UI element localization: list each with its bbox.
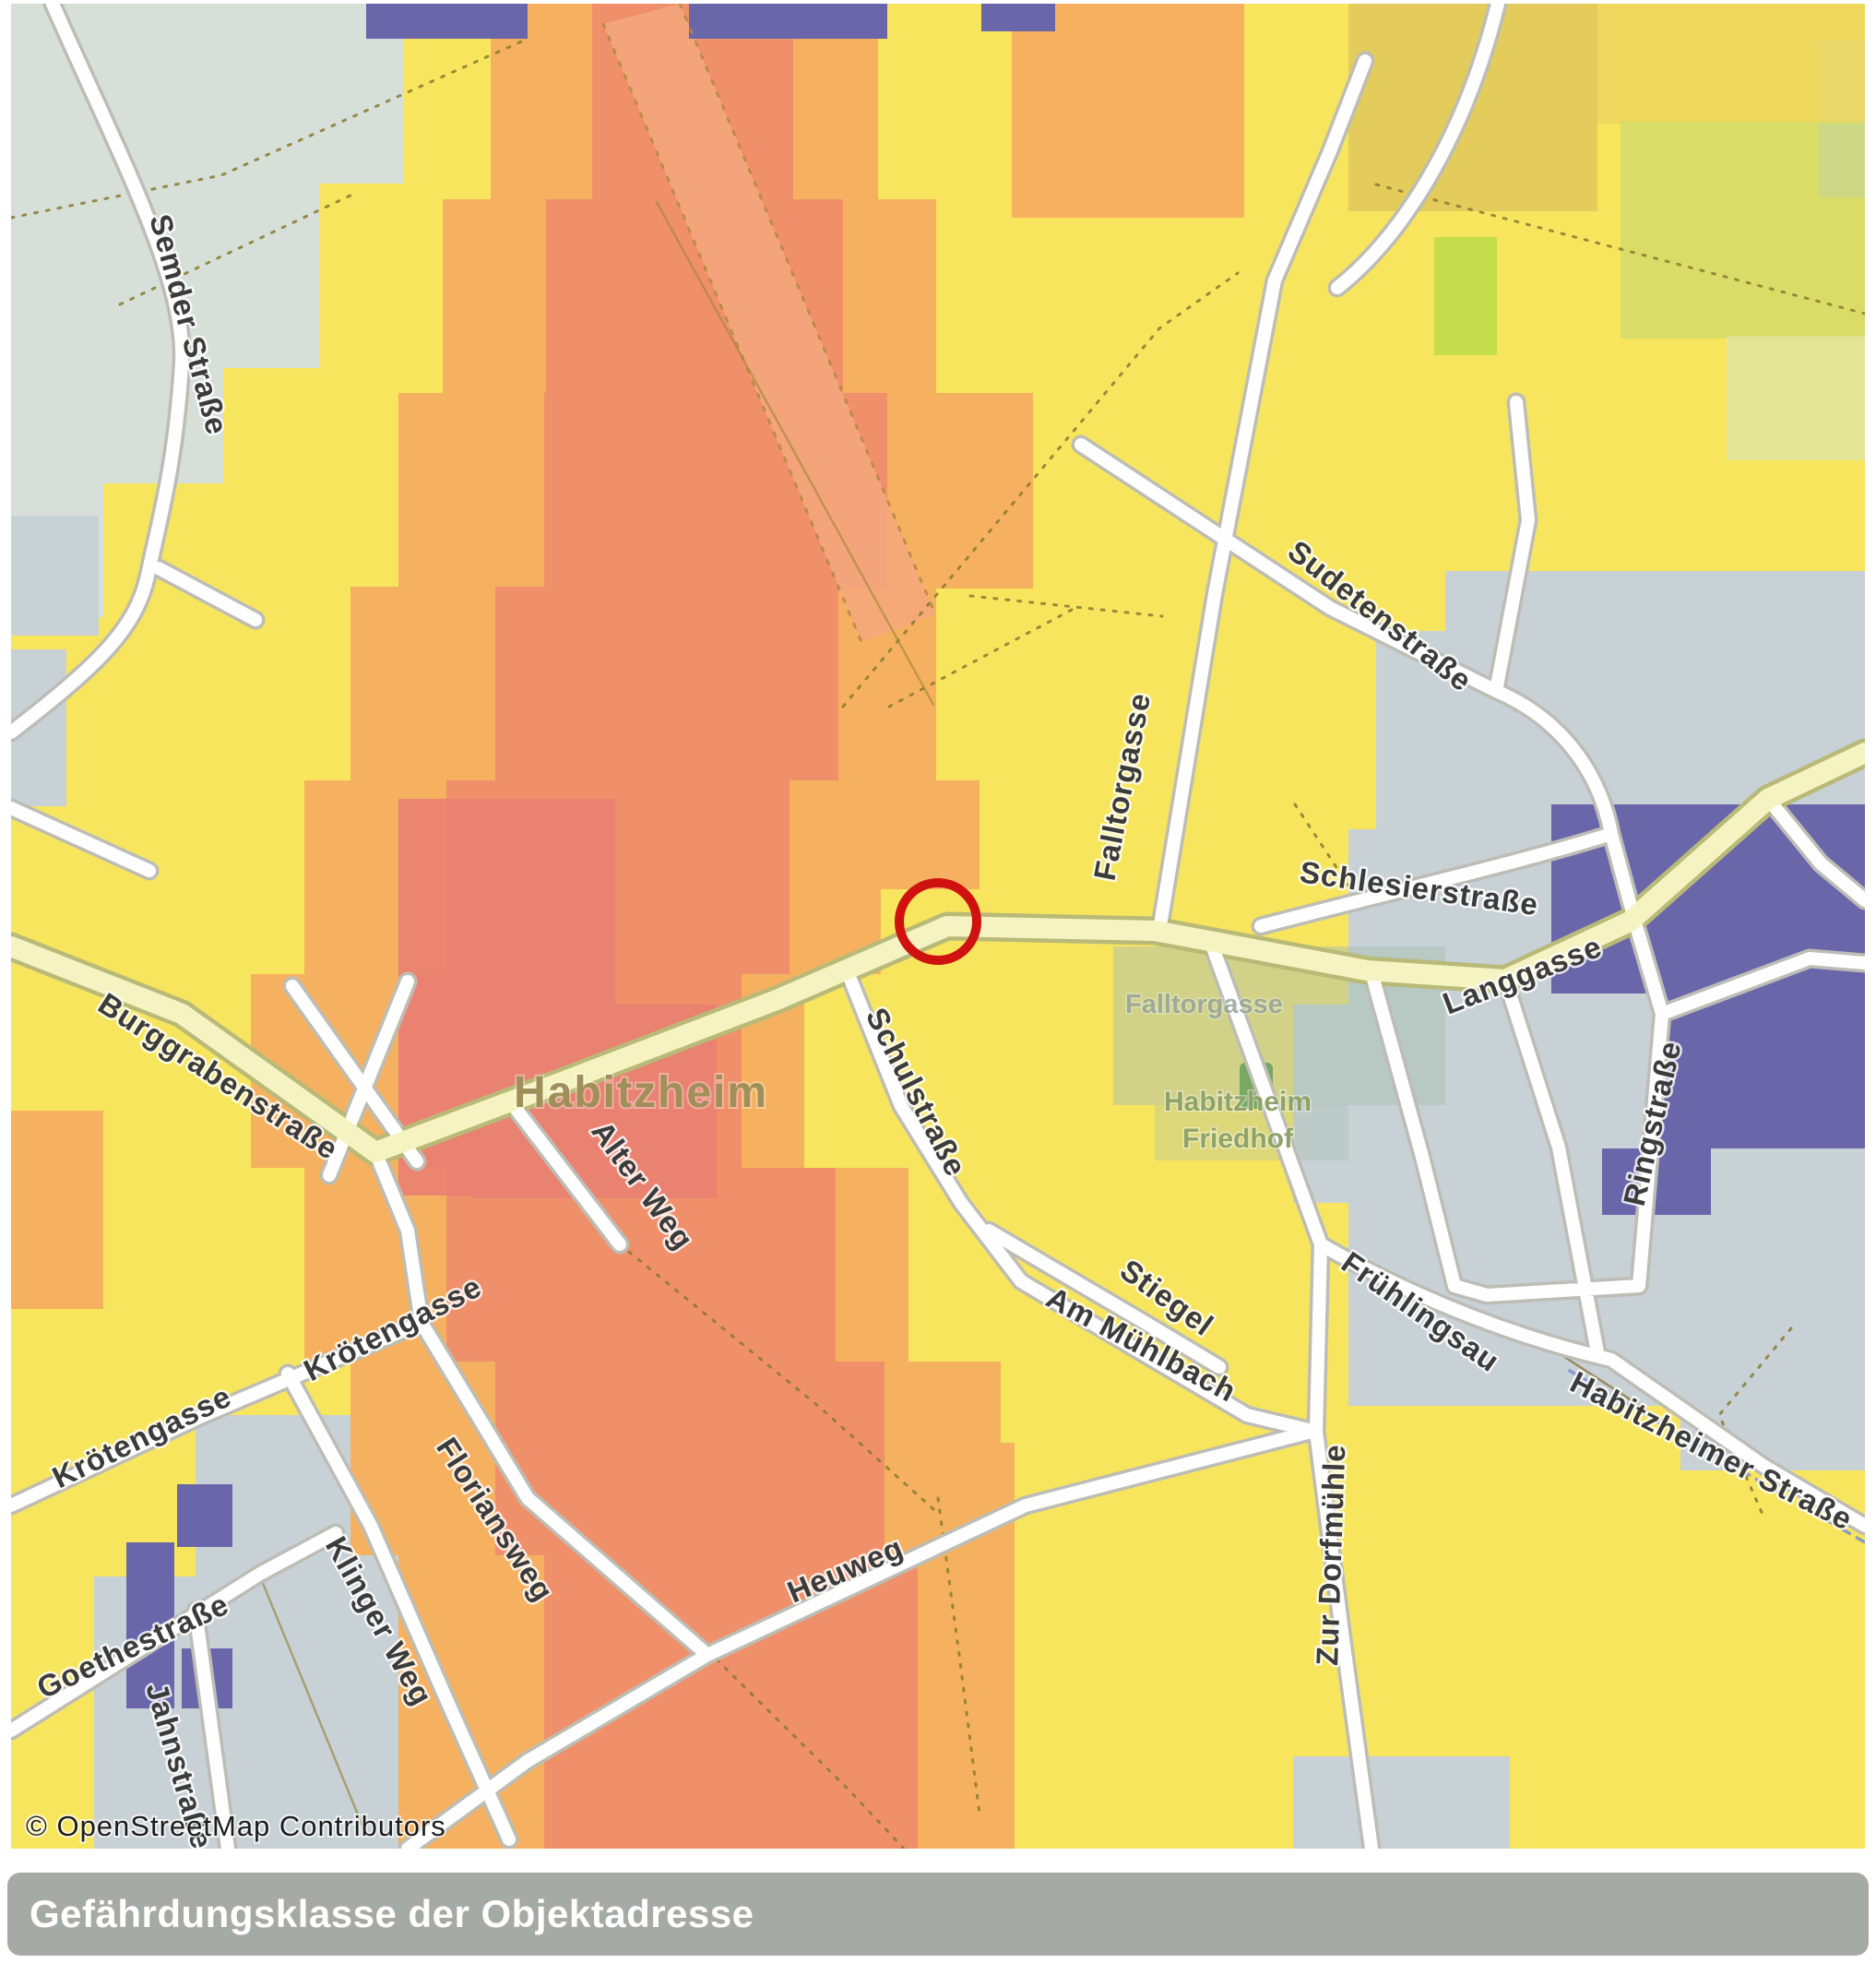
road-fills [11, 4, 1865, 1849]
place-label-habitzheim: Habitzheim [514, 1068, 768, 1117]
section-title: Gefährdungsklasse der Objektadresse [30, 1892, 754, 1935]
poi-labels: Habitzheim Falltorgasse Habitzheim Fried… [512, 989, 1313, 1156]
field-paths [11, 4, 1865, 1849]
hazard-map: Semder Straße Sudetenstraße Falltorgasse… [11, 4, 1865, 1849]
section-header-bar: Gefährdungsklasse der Objektadresse [7, 1873, 1869, 1956]
hazard-overlay-tiles [11, 4, 1865, 1849]
object-address-marker [895, 878, 981, 965]
cemetery-label-line2: Friedhof [1182, 1124, 1294, 1154]
area-label-falltorgasse: Falltorgasse [1125, 990, 1283, 1019]
osm-attribution: © OpenStreetMap Contributors [26, 1810, 446, 1842]
cemetery-label-line1: Habitzheim [1164, 1087, 1312, 1117]
hazard-map-canvas: Semder Straße Sudetenstraße Falltorgasse… [11, 4, 1865, 1849]
